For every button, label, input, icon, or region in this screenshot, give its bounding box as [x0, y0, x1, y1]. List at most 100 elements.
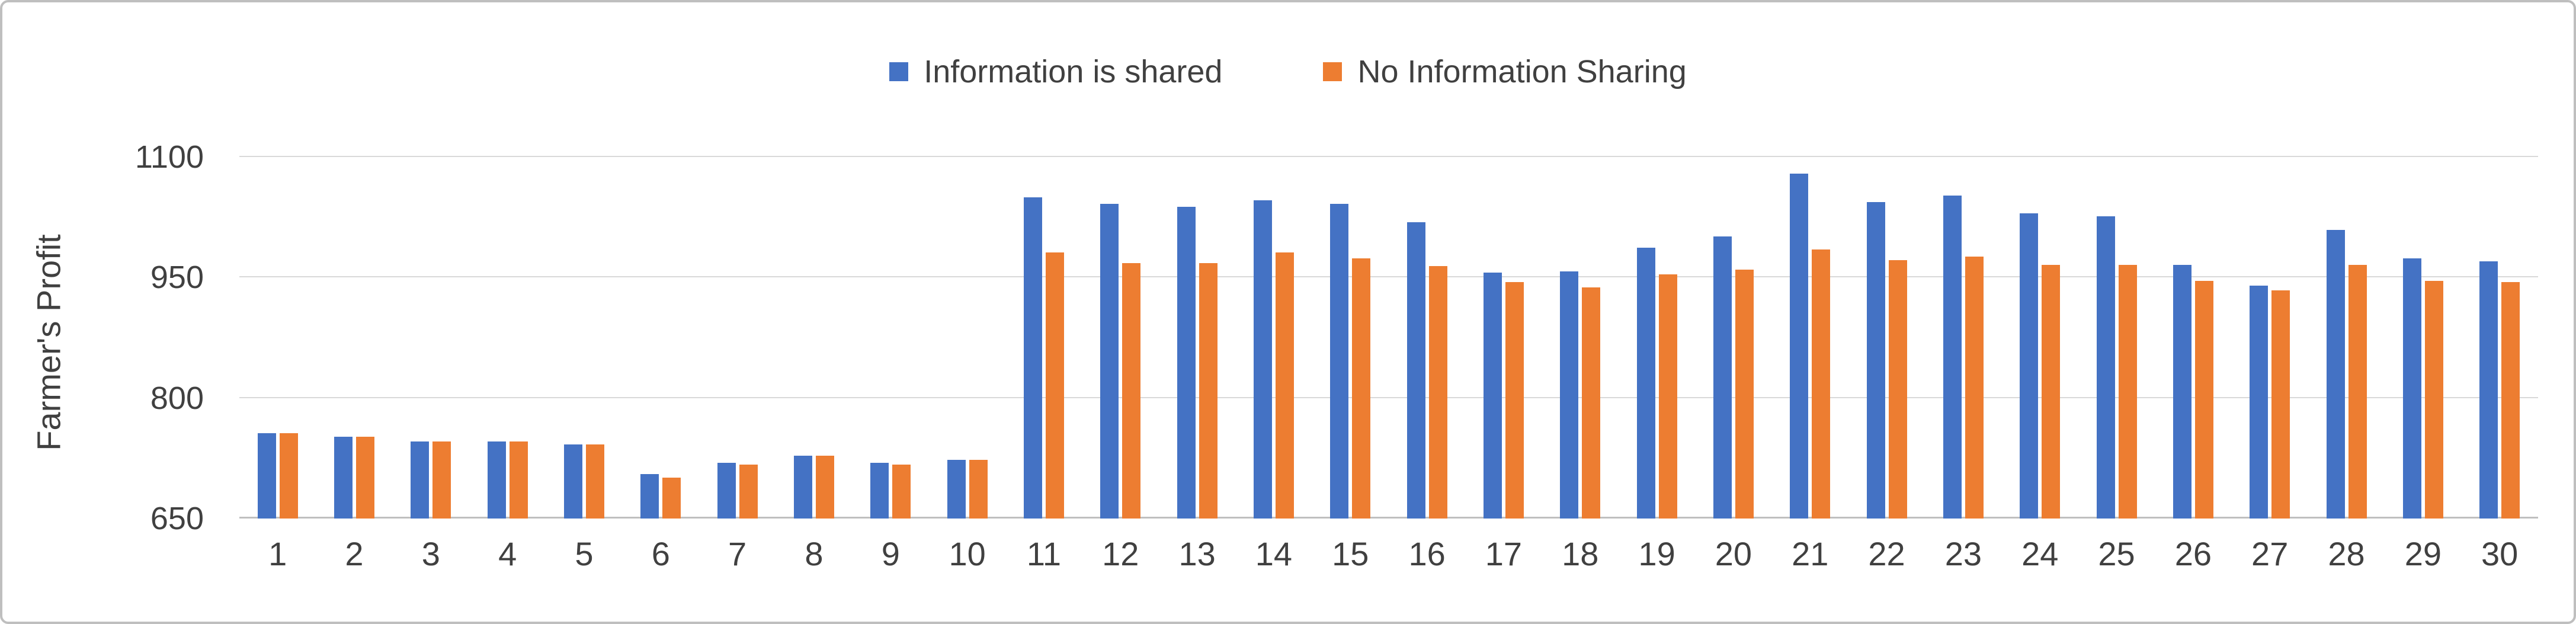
legend-item-information-shared: Information is shared — [889, 53, 1222, 90]
legend-label-no-information-sharing: No Information Sharing — [1357, 54, 1687, 89]
y-tick-label: 950 — [150, 260, 204, 296]
bar-no-information-sharing — [815, 456, 834, 519]
bar-no-information-sharing — [1428, 266, 1447, 519]
bar-group — [2308, 162, 2385, 519]
bar-group — [699, 162, 776, 519]
bar-group — [2078, 162, 2155, 519]
bar-group — [2385, 162, 2461, 519]
bar-information-shared — [2402, 258, 2421, 519]
category-label: 8 — [805, 535, 824, 572]
bar-information-shared — [334, 436, 353, 519]
gridline — [239, 156, 2538, 157]
bar-information-shared — [717, 463, 736, 519]
bar-no-information-sharing — [1658, 274, 1677, 519]
bar-group — [2002, 162, 2078, 519]
bar-group — [1082, 162, 1159, 519]
bar-no-information-sharing — [2348, 264, 2367, 519]
category-label: 10 — [949, 535, 986, 572]
bar-no-information-sharing — [739, 465, 758, 519]
bar-information-shared — [947, 460, 966, 519]
bar-group — [1925, 162, 2001, 519]
category-label: 26 — [2174, 535, 2212, 572]
category-label: 15 — [1332, 535, 1369, 572]
plot-area — [239, 156, 2538, 519]
bar-information-shared — [1100, 203, 1119, 519]
bar-group — [1159, 162, 1235, 519]
y-tick-label: 650 — [150, 501, 204, 536]
bar-no-information-sharing — [2118, 264, 2137, 519]
category-label: 27 — [2251, 535, 2289, 572]
bar-group — [1772, 162, 1848, 519]
bar-information-shared — [640, 474, 659, 519]
bar-information-shared — [2020, 213, 2039, 519]
category-label: 4 — [498, 535, 517, 572]
category-label: 18 — [1562, 535, 1599, 572]
bar-group — [1465, 162, 1542, 519]
bar-group — [1542, 162, 1619, 519]
bar-no-information-sharing — [1199, 263, 1217, 519]
category-label: 6 — [651, 535, 670, 572]
bar-group — [1312, 162, 1389, 519]
bar-group — [2462, 162, 2538, 519]
bar-no-information-sharing — [279, 433, 298, 519]
legend-swatch-no-information-sharing-icon — [1323, 62, 1343, 81]
category-label: 12 — [1102, 535, 1139, 572]
bar-information-shared — [2173, 264, 2191, 519]
bar-group — [1695, 162, 1771, 519]
category-label: 1 — [268, 535, 287, 572]
bar-group — [2232, 162, 2308, 519]
legend-label-information-shared: Information is shared — [924, 54, 1223, 89]
gridline — [239, 276, 2538, 278]
bar-no-information-sharing — [1582, 287, 1601, 519]
bar-information-shared — [1177, 207, 1196, 519]
bar-group — [1848, 162, 1925, 519]
bar-no-information-sharing — [662, 477, 681, 519]
bar-information-shared — [1023, 197, 1042, 519]
bar-group — [1619, 162, 1695, 519]
bar-no-information-sharing — [1888, 260, 1907, 519]
bar-information-shared — [1330, 203, 1349, 519]
bar-information-shared — [411, 441, 430, 519]
x-axis-category-labels: 1 2 3 4 5 6 7 8 9 10 11 12 13 14 15 16 17 18 19 20 21 22 23 24 2… — [239, 535, 2538, 588]
bar-group — [546, 162, 622, 519]
category-label: 21 — [1792, 535, 1829, 572]
y-tick-label: 800 — [150, 380, 204, 416]
bar-no-information-sharing — [355, 436, 374, 519]
category-label: 20 — [1715, 535, 1752, 572]
bar-no-information-sharing — [892, 465, 911, 519]
category-label: 2 — [345, 535, 364, 572]
bar-no-information-sharing — [509, 441, 528, 519]
bar-group — [239, 162, 316, 519]
bar-no-information-sharing — [1812, 249, 1831, 519]
bar-group — [469, 162, 546, 519]
bar-group — [853, 162, 929, 519]
bar-information-shared — [257, 433, 276, 519]
y-tick-label: 1100 — [134, 139, 204, 175]
bar-no-information-sharing — [1122, 263, 1141, 519]
bar-group — [776, 162, 852, 519]
category-label: 7 — [728, 535, 747, 572]
bars-container — [239, 162, 2538, 519]
category-label: 16 — [1408, 535, 1446, 572]
bar-information-shared — [1866, 201, 1885, 519]
bar-information-shared — [487, 441, 506, 519]
bar-no-information-sharing — [1275, 252, 1294, 519]
bar-no-information-sharing — [2042, 264, 2061, 519]
bar-no-information-sharing — [969, 460, 988, 519]
bar-group — [929, 162, 1005, 519]
bar-no-information-sharing — [2194, 280, 2213, 519]
category-label: 29 — [2404, 535, 2442, 572]
category-label: 23 — [1944, 535, 1982, 572]
x-axis-line — [239, 517, 2538, 519]
bar-no-information-sharing — [1735, 269, 1754, 519]
bar-no-information-sharing — [1352, 258, 1371, 519]
bar-no-information-sharing — [1965, 257, 1984, 519]
category-label: 24 — [2021, 535, 2059, 572]
category-label: 17 — [1485, 535, 1523, 572]
legend: Information is shared No Information Sha… — [2, 53, 2574, 90]
bar-information-shared — [2326, 230, 2345, 519]
gridline — [239, 396, 2538, 398]
category-label: 19 — [1638, 535, 1675, 572]
legend-item-no-information-sharing: No Information Sharing — [1323, 53, 1687, 90]
